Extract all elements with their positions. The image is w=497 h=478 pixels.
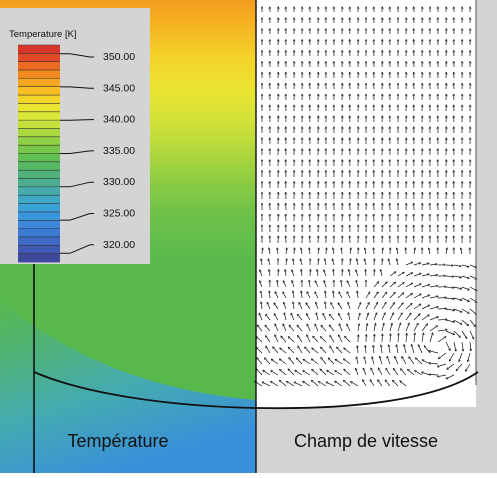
- temperature-panel-label: Température: [67, 431, 168, 451]
- legend-band: [18, 254, 60, 263]
- legend-band: [18, 237, 60, 246]
- legend-band: [18, 53, 60, 62]
- velocity-panel-label: Champ de vitesse: [294, 431, 438, 451]
- legend-band: [18, 187, 60, 196]
- temperature-legend: Temperature [K] 350.00 345.00 340.00 335.00…: [0, 8, 150, 264]
- velocity-arrow: [374, 248, 375, 254]
- legend-band: [18, 137, 60, 146]
- legend-band: [18, 204, 60, 213]
- legend-band: [18, 45, 60, 54]
- legend-color-bar: [18, 45, 60, 262]
- legend-band: [18, 229, 60, 238]
- legend-band: [18, 87, 60, 96]
- legend-band: [18, 145, 60, 154]
- legend-title: Temperature [K]: [9, 29, 77, 40]
- legend-tick-label: 330.00: [103, 176, 135, 188]
- legend-band: [18, 162, 60, 171]
- legend-band: [18, 179, 60, 188]
- legend-band: [18, 70, 60, 79]
- velocity-arrow: [390, 334, 391, 342]
- legend-tick-label: 335.00: [103, 145, 135, 157]
- legend-band: [18, 112, 60, 121]
- legend-band: [18, 128, 60, 137]
- legend-band: [18, 78, 60, 87]
- legend-band: [18, 245, 60, 254]
- legend-band: [18, 212, 60, 221]
- legend-band: [18, 195, 60, 204]
- legend-tick-label: 325.00: [103, 208, 135, 220]
- legend-band: [18, 62, 60, 71]
- velocity-arrow: [446, 265, 453, 266]
- legend-tick-label: 350.00: [103, 51, 135, 63]
- legend-band: [18, 170, 60, 179]
- legend-band: [18, 120, 60, 129]
- legend-tick-label: 340.00: [103, 114, 135, 126]
- velocity-arrow: [438, 309, 447, 310]
- legend-band: [18, 103, 60, 112]
- legend-tick-label: 345.00: [103, 82, 135, 94]
- legend-band: [18, 95, 60, 104]
- legend-tick-label: 320.00: [103, 239, 135, 251]
- legend-band: [18, 154, 60, 163]
- legend-band: [18, 220, 60, 229]
- velocity-arrow: [350, 259, 351, 265]
- velocity-arrow: [326, 248, 327, 254]
